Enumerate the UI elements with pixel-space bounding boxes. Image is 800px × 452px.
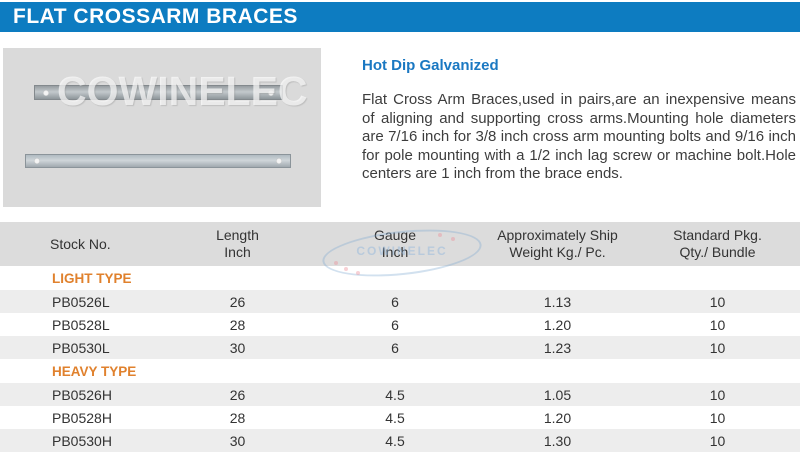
table-row: PB0526H 26 4.5 1.05 10 [0, 383, 800, 406]
section-header-light-type: LIGHT TYPE [0, 266, 800, 290]
crossarm-brace-image-top [34, 85, 283, 100]
cell-ship-weight: 1.05 [543, 386, 572, 403]
cell-stock-no: PB0530H [52, 432, 112, 449]
cell-length: 26 [229, 386, 246, 403]
cell-gauge: 6 [391, 339, 399, 356]
photo-watermark-text: COWINELEC [57, 68, 308, 114]
cell-gauge: 4.5 [385, 386, 405, 403]
cell-gauge: 4.5 [385, 409, 405, 426]
column-header-line: Stock No. [50, 235, 111, 252]
cell-ship-weight: 1.13 [543, 293, 572, 310]
cell-length: 26 [229, 293, 246, 310]
bolt-hole [276, 158, 282, 164]
page-title: FLAT CROSSARM BRACES [13, 5, 298, 28]
cell-length: 30 [229, 432, 246, 449]
cell-pkg-qty: 10 [709, 432, 726, 449]
column-header-line: Length [216, 227, 259, 243]
cell-stock-no: PB0526H [52, 386, 112, 403]
cell-length: 28 [229, 409, 246, 426]
bolt-hole [43, 89, 49, 96]
column-header-line: Weight Kg./ Pc. [509, 244, 606, 260]
cell-pkg-qty: 10 [709, 339, 726, 356]
column-header-line: Gauge [373, 227, 417, 243]
table-row: PB0528H 28 4.5 1.20 10 [0, 406, 800, 429]
page-header-bar: FLAT CROSSARM BRACES [0, 2, 800, 32]
cell-gauge: 6 [391, 316, 399, 333]
column-header-line: Inch [224, 244, 251, 260]
product-photo: COWINELEC [3, 48, 321, 207]
table-row: PB0530H 30 4.5 1.30 10 [0, 429, 800, 452]
cell-ship-weight: 1.20 [543, 316, 572, 333]
cell-pkg-qty: 10 [709, 409, 726, 426]
cell-pkg-qty: 10 [709, 386, 726, 403]
cell-gauge: 4.5 [385, 432, 405, 449]
product-description: Hot Dip Galvanized Flat Cross Arm Braces… [362, 57, 796, 184]
cell-ship-weight: 1.20 [543, 409, 572, 426]
cell-stock-no: PB0526L [52, 293, 110, 310]
bolt-hole [34, 158, 40, 164]
cell-gauge: 6 [391, 293, 399, 310]
section-label: HEAVY TYPE [52, 363, 137, 379]
column-header-length: Length Inch [165, 222, 310, 266]
section-label: LIGHT TYPE [52, 270, 132, 286]
table-row: PB0526L 26 6 1.13 10 [0, 290, 800, 313]
cell-pkg-qty: 10 [709, 293, 726, 310]
column-header-ship-weight: Approximately Ship Weight Kg./ Pc. [480, 222, 635, 266]
table-header-row: Stock No. Length Inch Gauge Inch Approxima… [0, 222, 800, 266]
column-header-gauge: Gauge Inch [310, 222, 480, 266]
description-heading: Hot Dip Galvanized [362, 57, 499, 74]
cell-stock-no: PB0530L [52, 339, 110, 356]
column-header-line: Inch [381, 244, 409, 260]
spec-table-container: Stock No. Length Inch Gauge Inch Approxima… [0, 222, 800, 452]
bolt-hole [268, 89, 274, 96]
crossarm-brace-image-bottom [25, 154, 291, 168]
cell-length: 30 [229, 339, 246, 356]
column-header-line: Approximately Ship [497, 227, 618, 243]
cell-pkg-qty: 10 [709, 316, 726, 333]
description-body: Flat Cross Arm Braces,used in pairs,are … [362, 91, 796, 183]
cell-stock-no: PB0528H [52, 409, 112, 426]
column-header-pkg-qty: Standard Pkg. Qty./ Bundle [635, 222, 800, 266]
cell-ship-weight: 1.30 [543, 432, 572, 449]
table-row: PB0530L 30 6 1.23 10 [0, 336, 800, 359]
cell-length: 28 [229, 316, 246, 333]
cell-stock-no: PB0528L [52, 316, 110, 333]
column-header-stock-no: Stock No. [0, 222, 165, 266]
cell-ship-weight: 1.23 [543, 339, 572, 356]
section-header-heavy-type: HEAVY TYPE [0, 359, 800, 383]
column-header-line: Standard Pkg. [673, 227, 762, 243]
spec-table: Stock No. Length Inch Gauge Inch Approxima… [0, 222, 800, 452]
column-header-line: Qty./ Bundle [679, 244, 756, 260]
table-row: PB0528L 28 6 1.20 10 [0, 313, 800, 336]
